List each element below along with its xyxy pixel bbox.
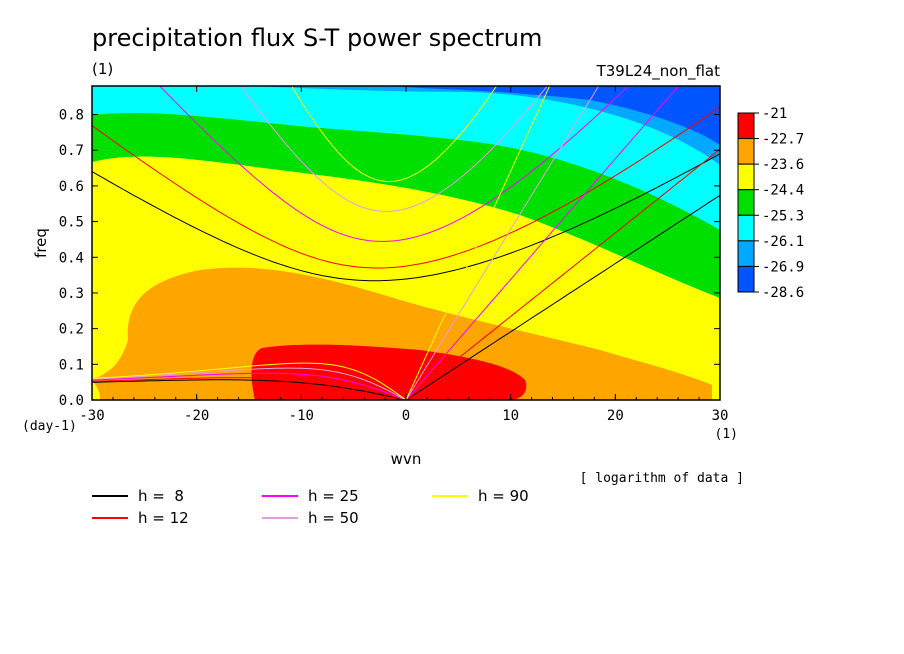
inertia-gravity-curve — [240, 86, 548, 212]
x-tick-label: 0 — [402, 408, 410, 424]
dispersion-curves — [92, 86, 720, 400]
y-tick-label: 0.7 — [59, 143, 84, 159]
x-axis-label: wvn — [391, 450, 422, 468]
y-tick-label: 0.6 — [59, 179, 84, 195]
colorbar-swatch — [737, 214, 755, 242]
colorbar-swatch — [737, 265, 755, 293]
rossby-wave-curve — [92, 372, 407, 400]
inertia-gravity-curve — [92, 153, 720, 282]
y-tick-label: 0.0 — [59, 393, 84, 409]
colorbar-label: -21 — [762, 106, 787, 122]
colorbar-label: -25.3 — [762, 208, 804, 224]
x-ticks: -30 -20 -10 0 10 20 30 — [79, 86, 728, 424]
colorbar-label: -23.6 — [762, 157, 804, 173]
x-axis-unit: (1) — [715, 427, 738, 442]
y-tick-label: 0.4 — [59, 250, 84, 266]
colorbar-swatch — [737, 240, 755, 267]
contour-band-dark-blue — [380, 86, 720, 145]
kelvin-wave-curve — [405, 86, 551, 400]
legend-label: h = 12 — [138, 509, 189, 527]
rossby-wave-curve — [92, 377, 407, 400]
x-tick-label: -10 — [289, 408, 314, 424]
legend-label: h = 25 — [308, 487, 359, 505]
legend-label: h = 8 — [138, 487, 184, 505]
colorbar-swatch — [737, 163, 755, 191]
y-tick-label: 0.1 — [59, 357, 84, 373]
contour-fill — [92, 86, 720, 400]
contour-band-yellow-edge — [92, 380, 100, 400]
legend-label: h = 50 — [308, 509, 359, 527]
rossby-wave-curve — [92, 367, 407, 400]
colorbar-label: -22.7 — [762, 132, 804, 148]
chart-subtitle-left: (1) — [92, 60, 113, 78]
x-tick-label: 20 — [607, 408, 624, 424]
x-tick-label: 10 — [502, 408, 519, 424]
legend-label: h = 90 — [478, 487, 529, 505]
y-tick-label: 0.8 — [59, 108, 84, 124]
y-tick-label: 0.3 — [59, 286, 84, 302]
colorbar-note: [ logarithm of data ] — [580, 471, 744, 486]
colorbar-label: -26.9 — [762, 259, 804, 275]
x-tick-label: 30 — [712, 408, 729, 424]
colorbar-swatch — [737, 138, 755, 165]
dispersion-legend: h = 8 h = 12 h = 25 h = 50 h = 90 — [92, 487, 529, 527]
inertia-gravity-curve — [291, 86, 498, 183]
colorbar-label: -24.4 — [762, 183, 804, 199]
kelvin-wave-curve — [405, 86, 600, 400]
contour-band-cyan — [92, 86, 720, 230]
kelvin-wave-curve — [405, 148, 720, 400]
colorbar-swatch — [737, 189, 755, 216]
colorbar-label: -28.6 — [762, 285, 804, 301]
colorbar-label: -26.1 — [762, 234, 804, 250]
colorbar: -21 -22.7 -23.6 -24.4 -25.3 -26.1 -26.9 -28.6 — [737, 106, 804, 301]
y-tick-label: 0.2 — [59, 322, 84, 338]
colorbar-swatch — [737, 112, 755, 140]
y-ticks: 0.0 0.1 0.2 0.3 0.4 0.5 0.6 0.7 0.8 — [59, 108, 720, 409]
kelvin-wave-curve — [405, 86, 680, 400]
y-tick-label: 0.5 — [59, 215, 84, 231]
y-axis-unit: (day-1) — [22, 419, 77, 434]
chart-title: precipitation flux S-T power spectrum — [92, 24, 542, 52]
rossby-wave-curve — [92, 379, 407, 400]
x-tick-label: -20 — [184, 408, 209, 424]
y-axis-label: freq — [32, 228, 50, 258]
inertia-gravity-curve — [92, 106, 720, 269]
inertia-gravity-curve — [159, 86, 630, 242]
x-tick-label: -30 — [79, 408, 104, 424]
rossby-wave-curve — [92, 362, 407, 400]
kelvin-wave-curve — [405, 194, 720, 400]
chart-subtitle-right: T39L24_non_flat — [596, 62, 721, 81]
